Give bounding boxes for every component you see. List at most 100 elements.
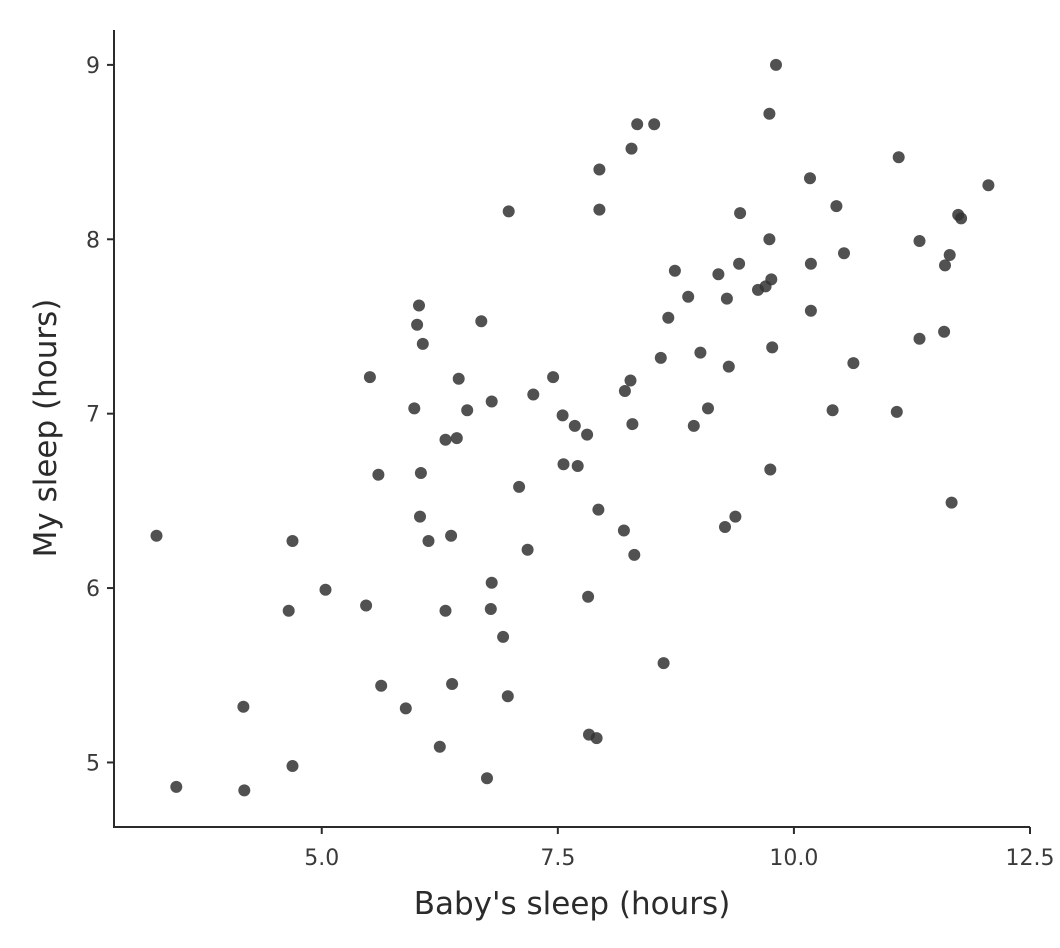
data-point — [939, 259, 951, 272]
data-point — [628, 548, 641, 561]
data-point — [763, 233, 776, 246]
data-point — [557, 458, 570, 471]
y-tick-label: 8 — [86, 228, 100, 253]
data-point — [416, 337, 429, 350]
data-point — [282, 604, 295, 617]
data-point — [654, 351, 667, 364]
data-point — [360, 599, 373, 612]
data-point — [938, 325, 951, 338]
data-point — [592, 503, 605, 516]
data-point — [582, 590, 595, 603]
data-point — [662, 311, 675, 324]
data-point — [502, 205, 515, 218]
data-point — [838, 247, 850, 260]
data-point — [618, 385, 631, 397]
data-point — [319, 583, 332, 596]
data-point — [527, 388, 540, 401]
data-point — [408, 402, 421, 415]
data-point — [413, 299, 425, 312]
data-point — [766, 341, 779, 354]
data-point — [804, 304, 817, 317]
data-point — [830, 200, 843, 213]
data-point — [286, 760, 299, 772]
data-point — [446, 678, 459, 690]
y-tick-label: 7 — [86, 403, 100, 428]
data-point — [481, 772, 493, 785]
data-point — [826, 404, 839, 417]
data-point — [439, 604, 452, 617]
y-tick-label: 6 — [86, 577, 100, 602]
data-point — [363, 371, 376, 384]
data-point — [624, 374, 637, 387]
data-point — [648, 118, 661, 131]
data-point — [687, 419, 700, 432]
data-point — [375, 679, 388, 692]
data-point — [804, 257, 817, 270]
data-point — [804, 172, 816, 185]
data-point — [682, 290, 695, 303]
data-point — [694, 346, 707, 359]
data-point — [913, 332, 926, 345]
data-point — [913, 235, 926, 247]
data-point — [513, 480, 526, 493]
data-point — [237, 700, 250, 713]
data-point — [150, 529, 163, 542]
points-layer — [150, 58, 995, 797]
data-point — [770, 58, 782, 71]
data-point — [982, 179, 995, 192]
data-point — [764, 463, 777, 476]
data-point — [238, 784, 251, 797]
x-tick-label: 10.0 — [769, 846, 818, 871]
data-point — [450, 432, 463, 445]
x-axis-ticks: 5.0 7.5 10.0 12.5 — [304, 827, 1054, 871]
data-point — [422, 535, 435, 547]
y-tick-label: 5 — [86, 751, 100, 776]
data-point — [521, 543, 534, 556]
data-point — [414, 467, 427, 479]
data-point — [892, 151, 905, 164]
data-point — [617, 524, 630, 537]
x-tick-label: 5.0 — [304, 846, 339, 871]
data-point — [571, 460, 584, 472]
y-tick-label: 9 — [86, 54, 100, 79]
data-point — [625, 142, 638, 155]
data-point — [497, 630, 510, 643]
data-point — [372, 468, 385, 481]
data-point — [485, 395, 498, 408]
data-point — [439, 433, 452, 446]
data-point — [668, 264, 681, 277]
data-point — [547, 371, 560, 384]
data-point — [445, 529, 458, 542]
data-point — [411, 318, 424, 331]
data-point — [955, 212, 968, 225]
data-point — [631, 118, 644, 131]
data-point — [593, 203, 606, 216]
data-point — [734, 207, 747, 220]
data-point — [452, 372, 465, 385]
data-point — [729, 510, 742, 523]
data-point — [657, 657, 670, 670]
data-point — [414, 510, 426, 523]
data-point — [847, 357, 860, 370]
data-point — [943, 249, 956, 261]
data-point — [286, 535, 299, 547]
data-point — [702, 402, 714, 415]
data-point — [170, 780, 183, 793]
x-axis-title: Baby's sleep (hours) — [414, 886, 731, 922]
x-tick-label: 7.5 — [540, 846, 575, 871]
data-point — [501, 690, 514, 703]
data-point — [485, 576, 498, 589]
data-point — [712, 268, 725, 281]
data-point — [722, 360, 735, 373]
data-point — [765, 273, 778, 286]
data-point — [484, 603, 497, 615]
y-axis-ticks: 5 6 7 8 9 — [86, 54, 114, 776]
data-point — [590, 732, 603, 745]
data-point — [461, 404, 474, 417]
data-point — [581, 428, 594, 441]
data-point — [890, 405, 903, 418]
data-point — [719, 521, 731, 533]
data-point — [556, 409, 569, 422]
data-point — [763, 107, 776, 120]
